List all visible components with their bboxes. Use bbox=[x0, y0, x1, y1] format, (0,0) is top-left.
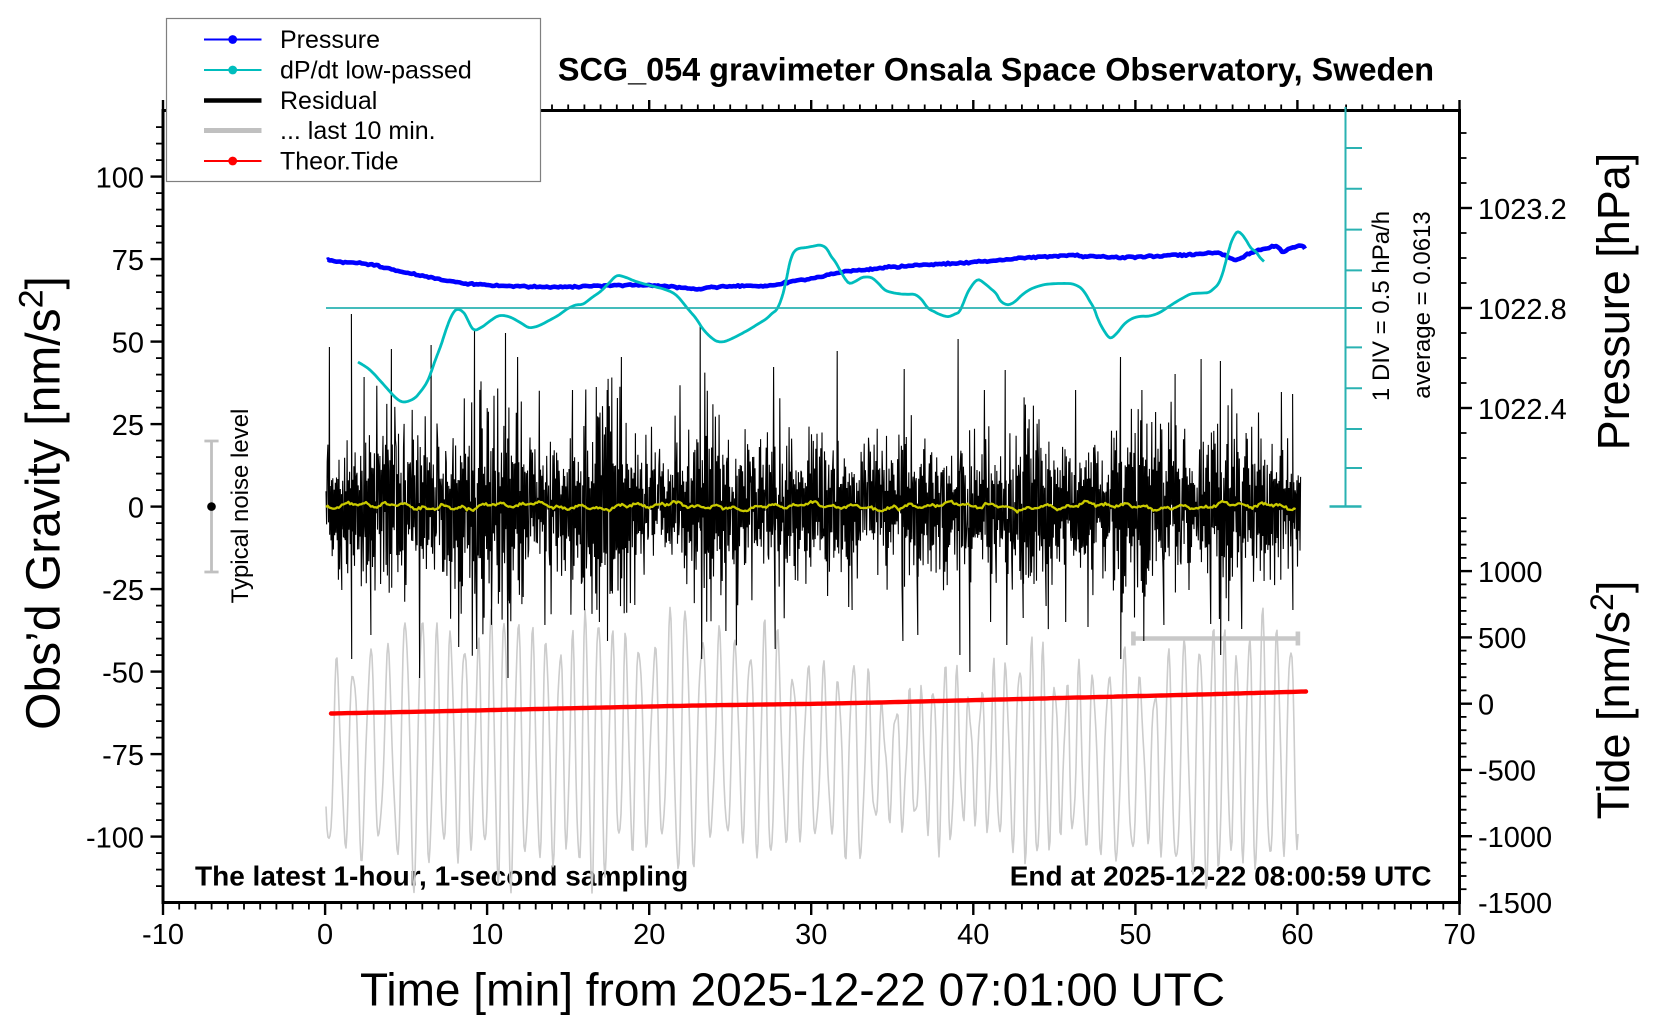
svg-text:1022.8: 1022.8 bbox=[1478, 294, 1567, 326]
svg-text:25: 25 bbox=[112, 410, 144, 442]
svg-text:60: 60 bbox=[1281, 919, 1313, 951]
svg-text:Pressure [hPa]: Pressure [hPa] bbox=[1588, 153, 1639, 451]
svg-text:500: 500 bbox=[1478, 623, 1526, 655]
svg-text:75: 75 bbox=[112, 245, 144, 277]
svg-text:Typical noise level: Typical noise level bbox=[227, 409, 254, 604]
svg-text:1023.2: 1023.2 bbox=[1478, 194, 1567, 226]
svg-text:20: 20 bbox=[633, 919, 665, 951]
svg-text:-25: -25 bbox=[102, 575, 144, 607]
svg-text:1000: 1000 bbox=[1478, 557, 1543, 589]
svg-text:70: 70 bbox=[1443, 919, 1475, 951]
svg-text:30: 30 bbox=[795, 919, 827, 951]
svg-text:100: 100 bbox=[96, 162, 144, 194]
svg-text:10: 10 bbox=[471, 919, 503, 951]
svg-text:Theor.Tide: Theor.Tide bbox=[280, 148, 399, 176]
svg-text:1 DIV = 0.5 hPa/h: 1 DIV = 0.5 hPa/h bbox=[1368, 211, 1395, 401]
svg-text:Obs’d Gravity [nm/s2]: Obs’d Gravity [nm/s2] bbox=[13, 276, 71, 730]
svg-text:50: 50 bbox=[1119, 919, 1151, 951]
svg-text:40: 40 bbox=[957, 919, 989, 951]
svg-text:Tide [nm/s2]: Tide [nm/s2] bbox=[1584, 581, 1639, 820]
svg-text:0: 0 bbox=[317, 919, 333, 951]
svg-text:-1500: -1500 bbox=[1478, 888, 1552, 920]
svg-text:-500: -500 bbox=[1478, 756, 1536, 788]
svg-text:1022.4: 1022.4 bbox=[1478, 394, 1567, 426]
svg-text:The latest 1-hour, 1-second sa: The latest 1-hour, 1-second sampling bbox=[195, 861, 688, 892]
svg-text:Pressure: Pressure bbox=[280, 26, 380, 54]
svg-text:0: 0 bbox=[128, 492, 144, 524]
svg-text:-75: -75 bbox=[102, 740, 144, 772]
svg-text:Residual: Residual bbox=[280, 87, 377, 115]
svg-text:Time [min] from 2025-12-22 07:: Time [min] from 2025-12-22 07:01:00 UTC bbox=[360, 964, 1225, 1016]
svg-text:End at 2025-12-22 08:00:59 UTC: End at 2025-12-22 08:00:59 UTC bbox=[1010, 861, 1432, 892]
svg-text:50: 50 bbox=[112, 327, 144, 359]
svg-text:SCG_054 gravimeter Onsala Spac: SCG_054 gravimeter Onsala Space Observat… bbox=[558, 52, 1434, 88]
svg-text:-50: -50 bbox=[102, 657, 144, 689]
svg-text:-1000: -1000 bbox=[1478, 822, 1552, 854]
svg-text:... last 10 min.: ... last 10 min. bbox=[280, 117, 436, 145]
svg-text:0: 0 bbox=[1478, 689, 1494, 721]
svg-text:dP/dt low-passed: dP/dt low-passed bbox=[280, 57, 472, 85]
svg-text:average = 0.0613: average = 0.0613 bbox=[1409, 211, 1436, 399]
svg-text:-10: -10 bbox=[142, 919, 184, 951]
svg-text:-100: -100 bbox=[86, 822, 144, 854]
